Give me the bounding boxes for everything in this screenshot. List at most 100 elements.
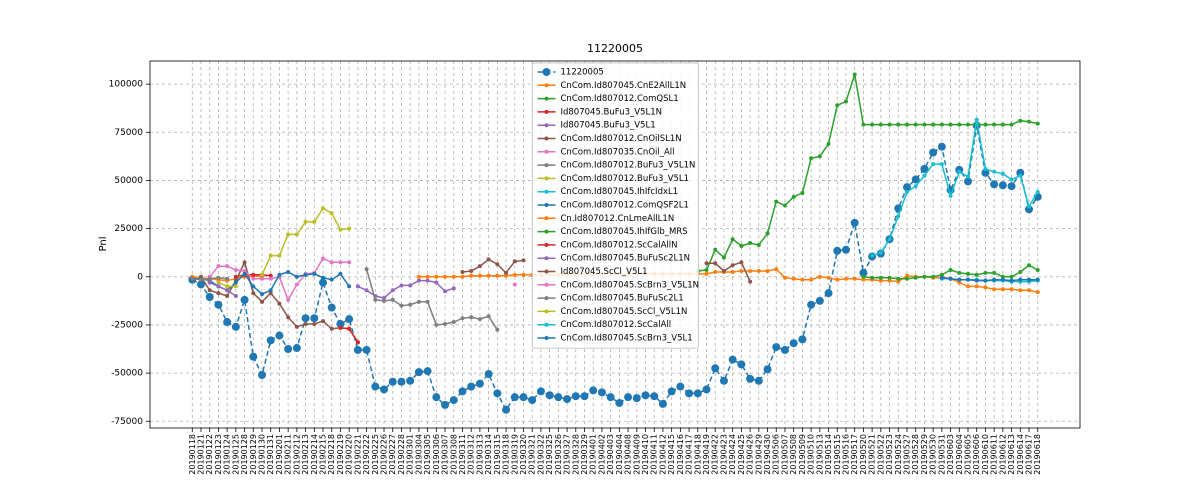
series-point (338, 260, 343, 265)
x-tick-label: 20190617 (1025, 434, 1034, 475)
series-point (364, 267, 369, 272)
series-point (992, 122, 997, 127)
x-tick-label: 20190307 (441, 434, 450, 475)
series-point (223, 318, 232, 327)
x-tick-label: 20190530 (929, 434, 938, 475)
series-point (817, 274, 822, 279)
x-tick-label: 20190321 (528, 434, 537, 475)
legend-marker (544, 216, 549, 221)
x-tick-label: 20190121 (196, 434, 205, 475)
series-point (1035, 290, 1040, 295)
series-point (260, 292, 265, 297)
series-point (896, 214, 901, 219)
series-point (434, 280, 439, 285)
y-tick-label: -50000 (111, 369, 143, 379)
series-point (382, 298, 387, 303)
series-point (719, 376, 728, 385)
series-point (650, 392, 659, 401)
series-point (939, 122, 944, 127)
series-point (347, 260, 352, 265)
legend-marker (544, 242, 549, 247)
x-tick-label: 20190304 (414, 434, 423, 475)
series-point (624, 393, 633, 402)
series-point (913, 122, 918, 127)
series-point (861, 122, 866, 127)
series-point (992, 270, 997, 275)
series-line (697, 74, 1038, 272)
series-point (974, 284, 979, 289)
series-point (780, 345, 789, 354)
series-point (730, 237, 735, 242)
series-point (756, 268, 761, 273)
series-point (693, 389, 702, 398)
series-point (835, 277, 840, 282)
x-tick-label: 20190613 (1007, 434, 1016, 475)
series-point (277, 272, 282, 277)
series-point (896, 122, 901, 127)
series-point (504, 270, 509, 275)
series-point (554, 393, 563, 402)
x-tick-label: 20190306 (432, 434, 441, 475)
x-tick-label: 20190520 (859, 434, 868, 475)
series-point (338, 271, 343, 276)
series-point (896, 279, 901, 284)
series-point (929, 148, 938, 157)
legend-label: CnCom.Id807045.BuFuSc2L1 (561, 294, 684, 304)
series-point (1018, 288, 1023, 293)
series-point (1000, 171, 1005, 176)
series-point (896, 276, 901, 281)
x-tick-label: 20190424 (728, 434, 737, 475)
series-point (504, 273, 509, 278)
series-point (312, 271, 317, 276)
series-point (782, 275, 787, 280)
series-point (268, 291, 273, 296)
series-point (268, 276, 273, 281)
series-point (268, 288, 273, 293)
series-point (329, 277, 334, 282)
series-point (321, 256, 326, 261)
x-tick-label: 20190516 (841, 434, 850, 475)
series-point (292, 344, 301, 353)
series-point (957, 270, 962, 275)
series-point (739, 268, 744, 273)
legend-marker (544, 296, 549, 301)
series-point (998, 181, 1007, 190)
series-point (310, 314, 319, 323)
series-point (467, 382, 476, 391)
series-point (904, 276, 909, 281)
x-tick-label: 20190313 (475, 434, 484, 475)
series-point (1018, 269, 1023, 274)
x-tick-label: 20190320 (519, 434, 528, 475)
series-point (390, 297, 395, 302)
series-point (704, 271, 709, 276)
series-point (458, 387, 467, 396)
series-point (878, 275, 883, 280)
series-point (207, 280, 212, 285)
series-point (878, 278, 883, 283)
x-tick-label: 20190423 (719, 434, 728, 475)
series-point (495, 327, 500, 332)
series-point (965, 277, 970, 282)
x-tick-label: 20190314 (484, 434, 493, 475)
legend-label: 11220005 (561, 68, 604, 78)
x-tick-label: 20190514 (824, 434, 833, 475)
series-point (1027, 277, 1032, 282)
series-point (303, 321, 308, 326)
series-point (312, 321, 317, 326)
series-point (861, 277, 866, 282)
x-tick-label: 20190416 (676, 434, 685, 475)
series-point (1027, 204, 1032, 209)
legend-marker (544, 83, 549, 88)
x-tick-label: 20190417 (685, 434, 694, 475)
series-point (451, 274, 456, 279)
series-point (704, 261, 709, 266)
series-point (730, 263, 735, 268)
series-point (286, 315, 291, 320)
x-tick-label: 20190517 (850, 434, 859, 475)
series-point (327, 303, 336, 312)
series-point (242, 268, 247, 273)
plot-frame (149, 60, 1081, 429)
series-point (1018, 118, 1023, 123)
x-tick-label: 20190201 (275, 434, 284, 475)
